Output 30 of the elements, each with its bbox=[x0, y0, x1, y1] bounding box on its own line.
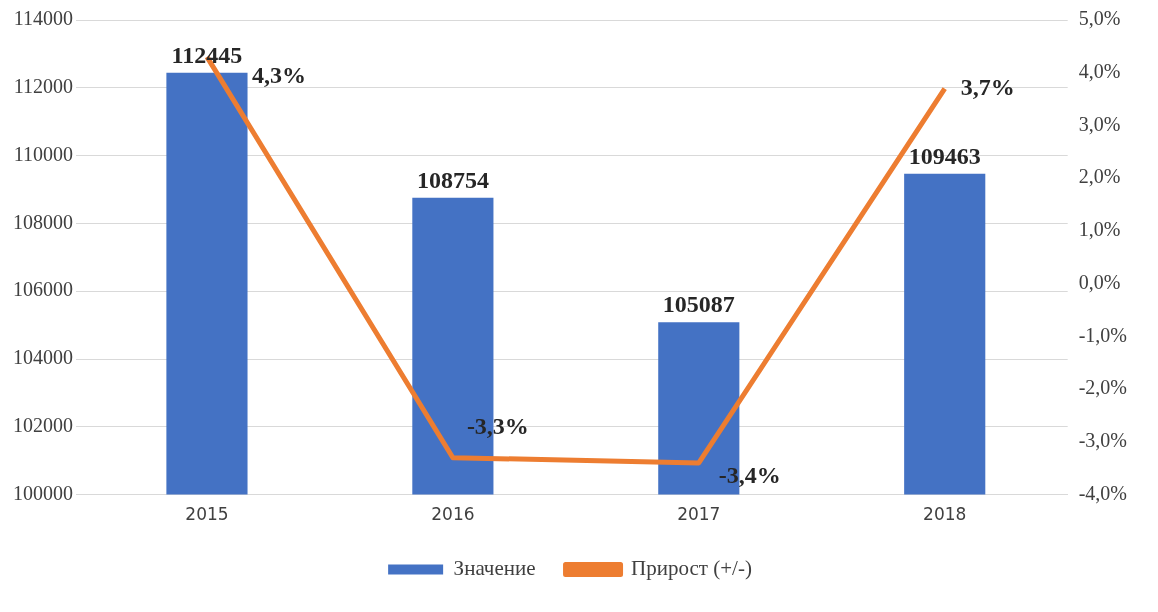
y-tick-label: 102000 bbox=[13, 414, 73, 437]
y2-tick-label: 0,0% bbox=[1078, 270, 1121, 293]
legend-label: Прирост (+/-) bbox=[631, 556, 752, 581]
y2-tick-label: -4,0% bbox=[1078, 481, 1128, 504]
y2-tick-label: 4,0% bbox=[1078, 59, 1121, 82]
x-tick-label: 2018 bbox=[923, 504, 967, 525]
data-label: 3,7% bbox=[960, 73, 1015, 100]
y-tick-label: 108000 bbox=[13, 210, 73, 233]
data-label: 108754 bbox=[416, 167, 489, 194]
x-tick-label: 2017 bbox=[677, 504, 721, 525]
y-tick-label: 110000 bbox=[13, 142, 73, 165]
data-label: 109463 bbox=[908, 143, 981, 170]
x-tick-label: 2015 bbox=[185, 504, 229, 525]
y2-tick-label: 1,0% bbox=[1078, 218, 1121, 241]
y2-tick-label: 3,0% bbox=[1078, 112, 1121, 135]
legend-label: Значение bbox=[453, 556, 536, 581]
y2-tick-label: 2,0% bbox=[1078, 165, 1121, 188]
y2-tick-label: -1,0% bbox=[1078, 323, 1128, 346]
y-tick-label: 114000 bbox=[13, 7, 73, 30]
y-tick-label: 112000 bbox=[13, 75, 73, 98]
y-tick-label: 100000 bbox=[13, 481, 73, 504]
data-label: 4,3% bbox=[251, 62, 306, 89]
y-tick-label: 104000 bbox=[13, 346, 73, 369]
y-tick-label: 106000 bbox=[13, 278, 73, 301]
y2-tick-label: -2,0% bbox=[1078, 376, 1128, 399]
data-label: 105087 bbox=[662, 291, 735, 318]
y2-tick-label: -3,0% bbox=[1078, 429, 1128, 452]
x-tick-label: 2016 bbox=[431, 504, 475, 525]
data-label: 112445 bbox=[171, 41, 243, 68]
y2-tick-label: 5,0% bbox=[1078, 7, 1121, 30]
